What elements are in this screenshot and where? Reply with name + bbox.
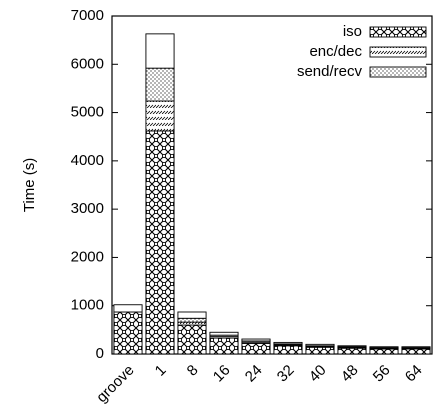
legend-label: iso: [343, 23, 362, 40]
bar-segment: [337, 345, 367, 348]
y-axis-label: Time (s): [21, 158, 38, 212]
x-tick-label: 1: [152, 362, 170, 380]
bar-segment: [241, 342, 271, 355]
x-tick-label: 40: [306, 362, 330, 386]
bar-segment: [209, 337, 239, 355]
y-tick-label: 1000: [71, 297, 104, 314]
bar-segment: [305, 343, 335, 347]
x-tick-label: 16: [210, 362, 234, 386]
legend-label: send/recv: [297, 63, 363, 80]
bar-segment: [401, 348, 431, 355]
y-tick-label: 3000: [71, 200, 104, 217]
bar-segment: [369, 346, 399, 349]
bar-segment: [177, 324, 207, 355]
y-tick-label: 2000: [71, 248, 104, 265]
bar-segment: [209, 331, 239, 336]
y-tick-label: 6000: [71, 55, 104, 72]
y-tick-label: 5000: [71, 104, 104, 121]
legend-swatch: [369, 26, 427, 38]
x-tick-label: 64: [402, 362, 426, 386]
bar-segment: [145, 130, 175, 355]
bar-segment: [369, 348, 399, 355]
x-tick-label: 24: [242, 362, 266, 386]
bar-segment: [273, 341, 303, 345]
legend-label: enc/dec: [309, 43, 362, 60]
legend-swatch: [369, 66, 427, 78]
bar-segment: [145, 100, 175, 132]
bar-segment: [113, 311, 143, 355]
y-tick-label: 4000: [71, 152, 104, 169]
x-tick-label: 32: [274, 362, 298, 386]
bar-segment: [145, 33, 175, 69]
bar-segment: [177, 311, 207, 319]
x-tick-label: groove: [93, 362, 137, 406]
bar-segment: [401, 346, 431, 349]
plot-frame: [111, 15, 433, 355]
bar-segment: [273, 345, 303, 355]
y-tick-label: 0: [96, 345, 104, 362]
x-tick-label: 48: [338, 362, 362, 386]
bar-segment: [113, 304, 143, 313]
legend-swatch: [369, 46, 427, 58]
y-tick-label: 7000: [71, 7, 104, 24]
x-tick-label: 56: [370, 362, 394, 386]
bar-segment: [177, 317, 207, 323]
bar-segment: [241, 338, 271, 342]
bar-segment: [305, 346, 335, 355]
x-tick-label: 8: [184, 362, 202, 380]
bar-segment: [337, 347, 367, 355]
bar-segment: [145, 67, 175, 102]
